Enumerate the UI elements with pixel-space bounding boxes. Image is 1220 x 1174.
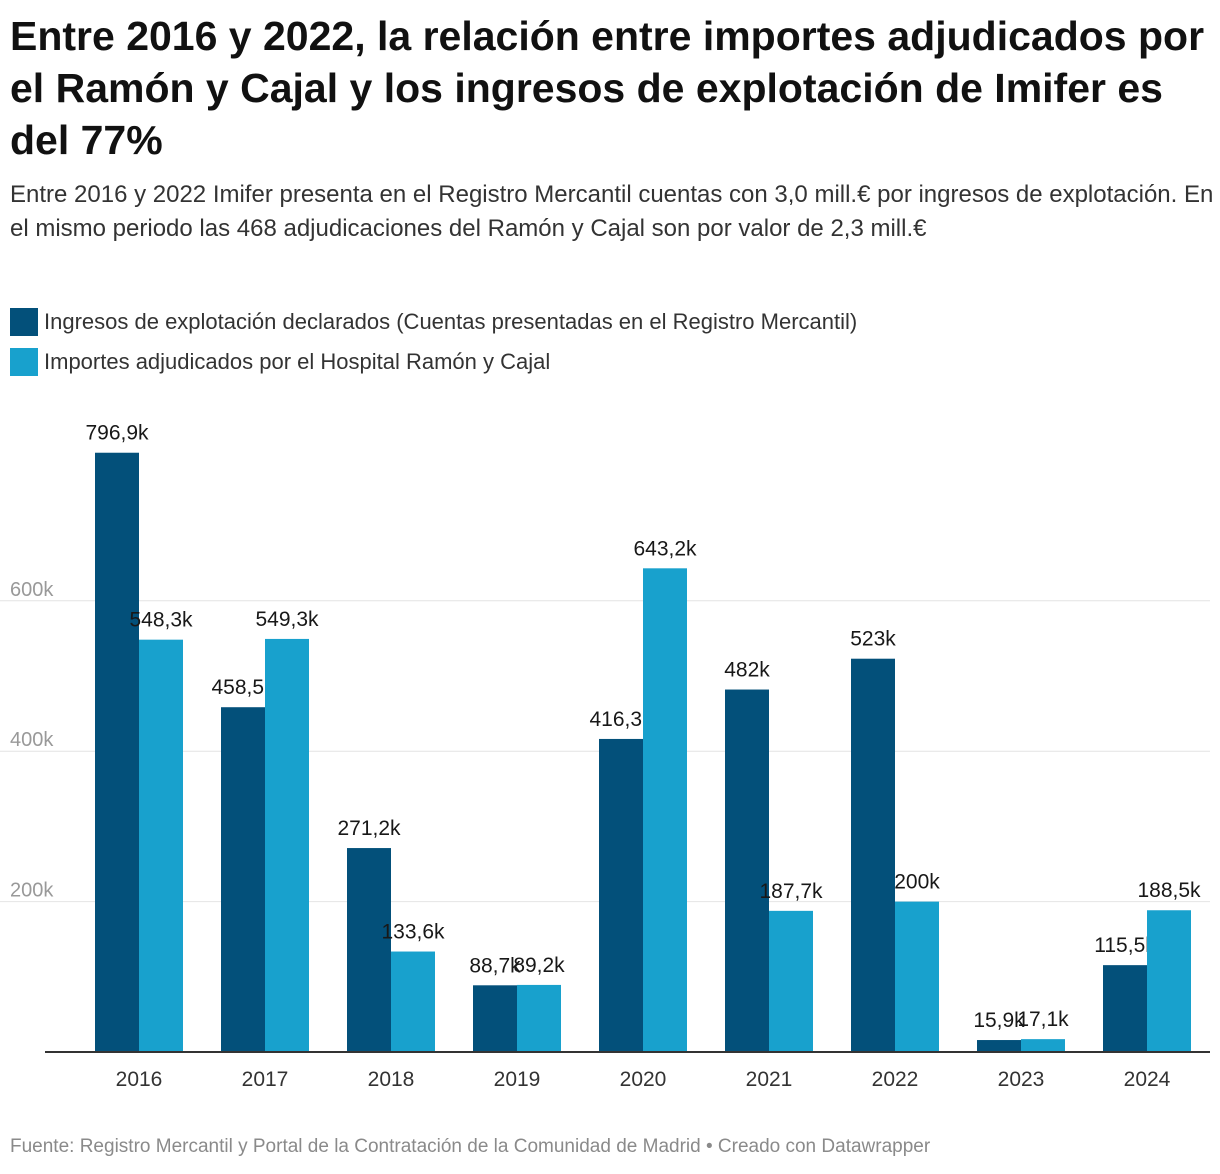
x-tick-label-2024: 2024 — [1124, 1068, 1171, 1091]
bar-2023-series-2 — [1021, 1039, 1065, 1052]
chart-title: Entre 2016 y 2022, la relación entre imp… — [10, 13, 1205, 163]
x-tick-label-2016: 2016 — [116, 1068, 163, 1091]
bar-value-label: 643,2k — [633, 537, 697, 560]
bar-2021-series-2 — [769, 910, 813, 1052]
bar-value-label: 200k — [894, 871, 940, 894]
chart-subtitle: Entre 2016 y 2022 Imifer presenta en el … — [10, 181, 1214, 242]
x-tick-label-2019: 2019 — [494, 1068, 541, 1091]
legend-label-importes: Importes adjudicados por el Hospital Ram… — [44, 349, 551, 374]
bar-value-label: 523k — [850, 628, 896, 651]
x-tick-label-2023: 2023 — [998, 1068, 1045, 1091]
bar-2016-series-1 — [95, 452, 139, 1052]
x-tick-label-2020: 2020 — [620, 1068, 667, 1091]
bar-2021-series-1 — [725, 689, 769, 1052]
bar-2019-series-2 — [517, 984, 561, 1052]
bar-2024-series-1 — [1103, 965, 1147, 1052]
x-tick-label-2021: 2021 — [746, 1068, 793, 1091]
bar-2018-series-1 — [347, 848, 391, 1052]
bar-2022-series-1 — [851, 658, 895, 1052]
x-tick-label-2017: 2017 — [242, 1068, 289, 1091]
x-tick-label-2018: 2018 — [368, 1068, 415, 1091]
bar-2024-series-2 — [1147, 910, 1191, 1052]
bar-2018-series-2 — [391, 951, 435, 1052]
bar-chart: 200k 400k 600k 796,9k 548,3k 2016 458,5k 549,3k… — [0, 422, 1210, 1091]
bar-value-label: 88,7k — [469, 954, 521, 977]
legend-swatch-ingresos — [10, 308, 38, 336]
bar-value-label: 549,3k — [255, 608, 319, 631]
y-tick-label: 600k — [10, 579, 54, 601]
bar-value-label: 271,2k — [337, 817, 401, 840]
legend-swatch-importes — [10, 348, 38, 376]
bar-2017-series-2 — [265, 638, 309, 1052]
legend-item-ingresos: Ingresos de explotación declarados (Cuen… — [10, 302, 857, 342]
bar-value-label: 187,7k — [759, 880, 823, 903]
bar-2016-series-2 — [139, 639, 183, 1052]
bar-value-label: 458,5k — [211, 676, 275, 699]
bar-value-label: 482k — [724, 659, 770, 682]
bar-2022-series-2 — [895, 901, 939, 1052]
bar-value-label: 188,5k — [1137, 879, 1201, 902]
x-tick-label-2022: 2022 — [872, 1068, 919, 1091]
bar-value-label: 15,9k — [973, 1009, 1025, 1032]
bar-value-label: 133,6k — [381, 921, 445, 944]
bar-2023-series-1 — [977, 1040, 1021, 1052]
bar-2020-series-1 — [599, 738, 643, 1052]
bar-value-label: 89,2k — [513, 954, 565, 977]
bar-value-label: 796,9k — [85, 422, 149, 445]
y-tick-label: 400k — [10, 729, 54, 751]
bar-value-label: 17,1k — [1017, 1008, 1069, 1031]
bar-value-label: 416,3k — [589, 708, 653, 731]
bar-value-label: 115,5k — [1094, 934, 1156, 957]
bar-2020-series-2 — [643, 568, 687, 1052]
legend-item-importes: Importes adjudicados por el Hospital Ram… — [10, 342, 857, 382]
bar-2019-series-1 — [473, 985, 517, 1052]
bar-value-label: 548,3k — [129, 609, 193, 632]
source-footer: Fuente: Registro Mercantil y Portal de l… — [10, 1136, 931, 1157]
legend-label-ingresos: Ingresos de explotación declarados (Cuen… — [44, 309, 858, 334]
legend: Ingresos de explotación declarados (Cuen… — [10, 302, 857, 382]
y-tick-label: 200k — [10, 880, 54, 902]
bar-2017-series-1 — [221, 707, 265, 1052]
